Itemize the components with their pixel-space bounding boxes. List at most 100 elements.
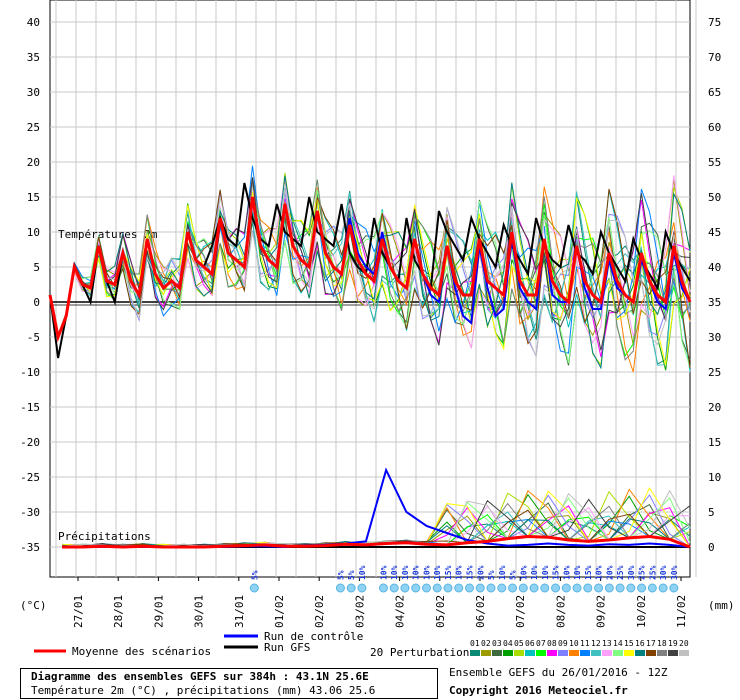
perturbation-line [49, 191, 691, 366]
snow-percent-label: 15% [444, 565, 453, 580]
perturbation-swatch [514, 650, 524, 656]
date-axis: 27/01 28/01 29/01 30/01 31/01 01/02 02/02 03/02… [72, 577, 688, 628]
perturbation-number: 13 [602, 639, 612, 648]
perturbation-number: 04 [503, 639, 513, 648]
perturbation-number: 12 [591, 639, 601, 648]
snowflake-icon [443, 583, 453, 593]
date-label: 03/02 [353, 595, 366, 628]
snow-percent-label: 20% [476, 565, 485, 580]
perturbation-number: 19 [668, 639, 678, 648]
perturbation-swatch [646, 650, 656, 656]
perturbation-swatch [481, 650, 491, 656]
perturbation-swatch [525, 650, 535, 656]
snow-percent-label: 15% [465, 565, 474, 580]
mean-precip-line [62, 534, 691, 549]
perturbation-number: 01 [470, 639, 480, 648]
snowflake-icon [658, 583, 668, 593]
snow-percent-label: 5% [336, 570, 345, 580]
date-label: 04/02 [394, 595, 407, 628]
snowflake-icon [518, 583, 528, 593]
perturbation-swatch [679, 650, 689, 656]
snowflake-icon [464, 583, 474, 593]
snow-percent-label: 10% [455, 565, 464, 580]
snow-percent-label: 30% [659, 565, 668, 580]
right-tick-label: 60 [708, 121, 721, 134]
copyright: Copyright 2016 Meteociel.fr [449, 684, 628, 697]
chart-grid [49, 0, 697, 578]
perturbation-line [49, 187, 691, 366]
snowflake-icon [357, 583, 367, 593]
mean-legend-label: Moyenne des scénarios [72, 645, 211, 658]
snowflake-icon [626, 583, 636, 593]
left-tick-label: -20 [20, 436, 40, 449]
date-label: 05/02 [434, 595, 447, 628]
right-tick-label: 15 [708, 436, 721, 449]
snow-percent-label: 10% [573, 565, 582, 580]
snow-percent-label: 25% [648, 565, 657, 580]
precipitation-section-label: Précipitations [58, 530, 151, 543]
perturbation-number: 20 [679, 639, 689, 648]
snow-percent-label: 10% [433, 565, 442, 580]
perturbation-line [49, 175, 691, 370]
date-label: 07/02 [514, 595, 527, 628]
snow-percent-label: 10% [530, 565, 539, 580]
right-tick-label: 50 [708, 191, 721, 204]
snowflake-icon [421, 583, 431, 593]
left-tick-label: 10 [27, 226, 40, 239]
perturbation-number: 06 [525, 639, 535, 648]
legend: Moyenne des scénarios Run de contrôle Ru… [34, 630, 689, 659]
snowflake-icon [551, 583, 561, 593]
right-tick-label: 65 [708, 86, 721, 99]
snow-percent-label: 15% [552, 565, 561, 580]
ensemble-run-label: Ensemble GEFS du 26/01/2016 - 12Z [449, 666, 668, 679]
perturbation-number: 15 [624, 639, 634, 648]
snow-percent-label: 10% [412, 565, 421, 580]
perturbation-swatch [657, 650, 667, 656]
perturbation-swatch [668, 650, 678, 656]
right-tick-label: 20 [708, 401, 721, 414]
snowflake-icon [583, 583, 593, 593]
date-label: 02/02 [313, 595, 326, 628]
snowflake-icon [389, 583, 399, 593]
right-tick-label: 55 [708, 156, 721, 169]
right-tick-label: 45 [708, 226, 721, 239]
snowflake-icon [335, 583, 345, 593]
main-series-lines [48, 182, 692, 359]
date-label: 09/02 [595, 595, 608, 628]
snow-percent-label: 5% [487, 570, 496, 580]
snowflake-icon [529, 583, 539, 593]
perturbation-number: 03 [492, 639, 502, 648]
snowflake-icon [508, 583, 518, 593]
snow-percent-label: 10% [541, 565, 550, 580]
left-axis: 40 35 30 25 20 15 10 5 0 -5 -10 -15 -20 -25 -30 -35 [20, 16, 40, 554]
left-axis-unit: (°C) [20, 599, 47, 612]
perturbation-number: 17 [646, 639, 656, 648]
left-tick-label: 25 [27, 121, 40, 134]
snowflake-icon [669, 583, 679, 593]
snowflake-icon [647, 583, 657, 593]
date-label: 30/01 [193, 595, 206, 628]
snow-percent-label: 10% [519, 565, 528, 580]
perturbation-number: 10 [569, 639, 579, 648]
right-tick-label: 30 [708, 331, 721, 344]
snow-percent-label: 5% [509, 570, 518, 580]
gfs-legend-label: Run GFS [264, 641, 310, 654]
snow-percent-label: 15% [584, 565, 593, 580]
date-label: 01/02 [273, 595, 286, 628]
date-label: 29/01 [152, 595, 165, 628]
snowflake-icon [346, 583, 356, 593]
info-box: Diagramme des ensembles GEFS sur 384h : … [20, 668, 438, 699]
temperature-section-label: Températures 2m [58, 228, 158, 241]
snow-percent-label: 10% [595, 565, 604, 580]
snowflake-icon [486, 583, 496, 593]
perturbation-swatch [602, 650, 612, 656]
snowflake-icon [604, 583, 614, 593]
snow-percent-label: 10% [379, 565, 388, 580]
left-tick-label: -35 [20, 541, 40, 554]
right-tick-label: 40 [708, 261, 721, 274]
date-label: 10/02 [635, 595, 648, 628]
perturbation-legend-label: 20 Perturbations [370, 646, 476, 659]
snow-percent-label: 5% [250, 570, 259, 580]
perturbation-color-key: 01 02 03 04 05 06 07 08 09 10 11 12 13 14 15 16 17 18 19 20 [470, 639, 689, 656]
